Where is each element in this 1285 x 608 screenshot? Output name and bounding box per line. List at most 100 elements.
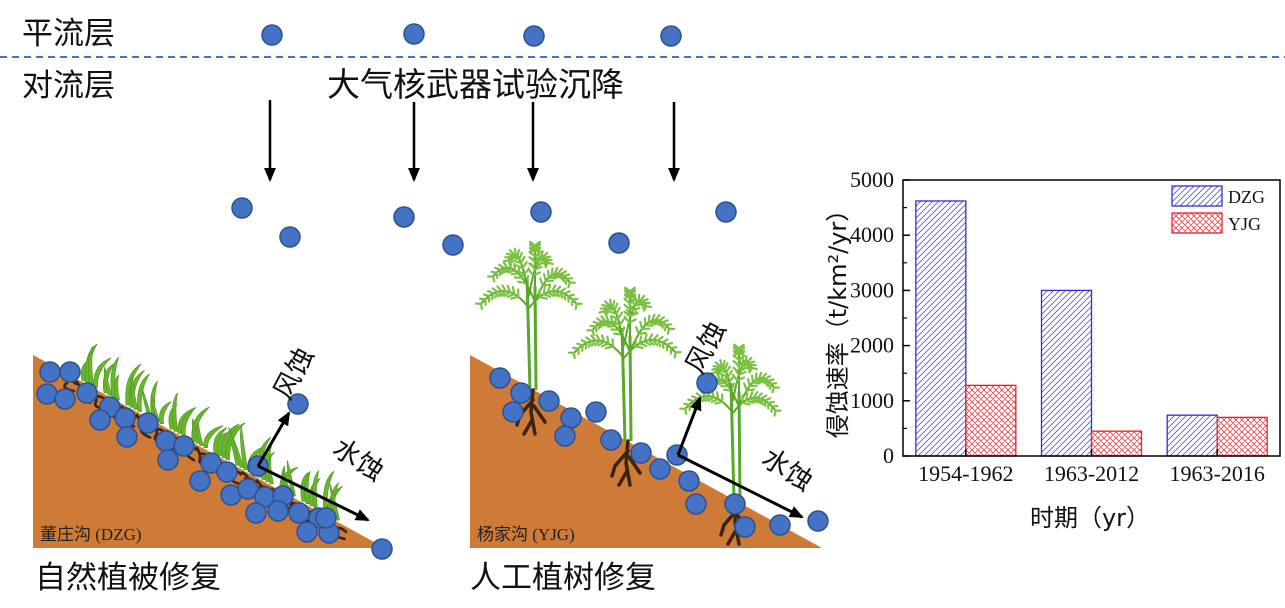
- leaf-icon: [731, 355, 758, 382]
- fallout-particle-icon: [685, 493, 707, 515]
- fallout-particle-icon: [231, 197, 253, 219]
- left-water-erosion-label: 水蚀: [327, 433, 389, 488]
- fallout-particle-icon: [114, 407, 136, 429]
- fallout-particle-icon: [734, 516, 756, 538]
- y-tick-label: 0: [883, 443, 894, 468]
- tree-trunk: [533, 285, 538, 391]
- leaf-icon: [502, 247, 530, 276]
- grass-blade-icon: [329, 483, 340, 521]
- grass-blade-icon: [113, 374, 120, 400]
- grass-blade-icon: [159, 400, 173, 424]
- fallout-particle-icon: [538, 390, 560, 412]
- fallout-particle-icon: [724, 493, 746, 515]
- fallout-particle-icon: [807, 510, 829, 532]
- fallout-particle-icon: [530, 201, 552, 223]
- grass-blade-icon: [137, 373, 150, 412]
- grass-blade-icon: [172, 392, 178, 432]
- grass-blade-icon: [150, 395, 160, 422]
- left-wind-erosion-arrow: [256, 411, 291, 467]
- legend-swatch-dzg: [1171, 185, 1223, 207]
- fallout-particle-icon: [267, 500, 289, 522]
- fallout-source-label: 大气核武器试验沉降: [327, 65, 624, 104]
- fallout-particle-icon: [489, 367, 511, 389]
- fallout-particle-icon: [608, 232, 630, 254]
- fallout-particle-icon: [600, 429, 622, 451]
- fallout-particle-icon: [715, 201, 737, 223]
- fallout-particle-icon: [554, 425, 576, 447]
- left-site-caption: 自然植被修复: [35, 560, 221, 596]
- fallout-particle-icon: [76, 382, 98, 404]
- fallout-particle-icon: [502, 401, 524, 423]
- fallout-particle-icon: [287, 393, 309, 415]
- bar-dzg-1963-2016: [1166, 414, 1218, 457]
- leaf-icon: [635, 313, 676, 335]
- fallout-particle-icon: [137, 412, 159, 434]
- tree-root-icon: [610, 439, 642, 487]
- grass-blade-icon: [93, 357, 112, 388]
- leaf-icon: [741, 391, 782, 417]
- fallout-particle-icon: [216, 461, 238, 483]
- grass-blade-icon: [130, 376, 138, 410]
- leaf-icon: [527, 250, 554, 277]
- fallout-particle-icon: [649, 458, 671, 480]
- fallout-particle-icon: [560, 407, 582, 429]
- right-wind-erosion-arrow: [676, 396, 702, 456]
- grass-blade-icon: [312, 469, 320, 509]
- fallout-particle-icon: [678, 470, 700, 492]
- y-tick-label: 1000: [850, 388, 894, 413]
- right-site-label: 杨家沟 (YJG): [477, 525, 575, 544]
- grass-blade-icon: [203, 425, 224, 449]
- grass-blade-icon: [181, 410, 194, 437]
- x-tick-label: 1963-2012: [1044, 461, 1139, 486]
- fallout-particle-icon: [173, 435, 195, 457]
- erosion-arrows: [256, 396, 804, 522]
- fallout-particle-icon: [116, 426, 138, 448]
- fallout-particle-icon: [523, 25, 545, 47]
- fallout-particle-icon: [261, 24, 283, 46]
- fallout-particles: [36, 23, 829, 560]
- bar-yjg-1963-2016: [1216, 416, 1268, 457]
- left-slope-soil: [33, 355, 385, 548]
- x-tick-label: 1954-1962: [918, 461, 1013, 486]
- leaf-icon: [567, 333, 614, 360]
- fallout-particle-icon: [245, 502, 267, 524]
- leaf-icon: [598, 298, 626, 326]
- leaf-icon: [474, 284, 520, 310]
- fallout-particle-icon: [371, 538, 393, 560]
- x-tick-label: 1963-2016: [1170, 461, 1265, 486]
- leaf-icon: [710, 359, 735, 384]
- left-wind-erosion-label: 风蚀: [268, 343, 321, 405]
- bar-dzg-1954-1962: [915, 200, 967, 457]
- fallout-particle-icon: [39, 361, 61, 383]
- chart-x-axis-label: 时期（yr）: [1030, 504, 1150, 532]
- leaf-icon: [743, 371, 780, 394]
- fallout-particle-icon: [442, 234, 464, 256]
- fallout-particle-icon: [315, 507, 337, 529]
- fallout-particle-icon: [279, 226, 301, 248]
- fallout-particle-icon: [696, 372, 718, 394]
- leaf-icon: [634, 333, 682, 359]
- y-tick-label: 2000: [850, 333, 894, 358]
- grass-blade-icon: [196, 423, 205, 446]
- tree-root-icon: [719, 498, 751, 546]
- right-site-caption: 人工植树修复: [470, 560, 656, 596]
- grass-blade-icon: [233, 438, 244, 468]
- bar-yjg-1963-2012: [1090, 430, 1143, 457]
- fallout-particle-icon: [510, 382, 532, 404]
- fallout-particle-icon: [155, 430, 177, 452]
- left-site-label: 董庄沟 (DZG): [40, 525, 142, 544]
- erosion-rate-bar-chart: 1954-1962 1963-2012 1963-2016 0 1000 2000 3000…: [850, 167, 1281, 486]
- y-tick-label: 3000: [850, 277, 894, 302]
- tree-trunk: [737, 390, 742, 501]
- fallout-particle-icon: [296, 521, 318, 543]
- fallout-particle-icon: [666, 444, 688, 466]
- grass-blade-icon: [141, 388, 152, 418]
- fallout-particle-icon: [54, 388, 76, 410]
- fallout-particle-icon: [288, 502, 310, 524]
- tree-trunk: [525, 277, 532, 391]
- grass-blade-icon: [87, 346, 94, 386]
- leaf-icon: [538, 284, 583, 310]
- grass-blade-icon: [322, 470, 335, 514]
- right-water-erosion-arrow: [677, 453, 804, 519]
